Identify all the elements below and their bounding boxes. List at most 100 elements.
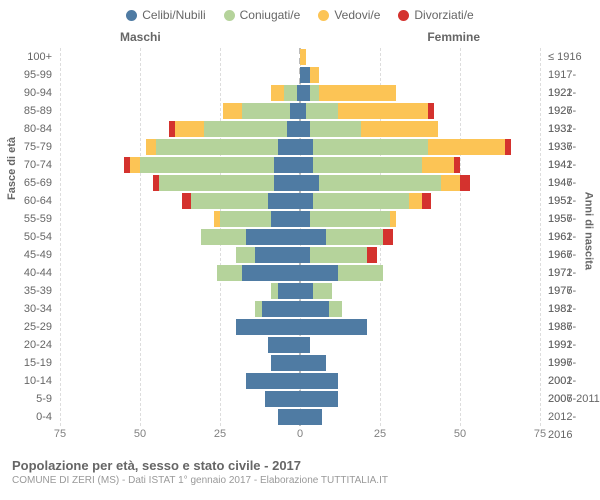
seg-coniugati — [220, 211, 271, 227]
seg-coniugati — [310, 85, 320, 101]
legend-swatch — [318, 10, 329, 21]
seg-celibi — [300, 247, 310, 263]
legend: Celibi/NubiliConiugati/eVedovi/eDivorzia… — [0, 0, 600, 22]
seg-vedovi — [310, 67, 320, 83]
x-tick-label: 50 — [134, 428, 146, 440]
seg-divorziati — [182, 193, 192, 209]
seg-divorziati — [454, 157, 460, 173]
seg-celibi — [278, 409, 300, 425]
seg-celibi — [300, 301, 329, 317]
age-label: 35-39 — [0, 282, 58, 300]
pyramid-row — [60, 228, 540, 246]
female-bar — [300, 301, 342, 317]
birth-label: 1997-2001 — [542, 354, 600, 372]
chart-title: Popolazione per età, sesso e stato civil… — [12, 458, 588, 473]
seg-celibi — [271, 211, 300, 227]
birth-label: 1992-1996 — [542, 336, 600, 354]
male-bar — [217, 265, 300, 281]
seg-vedovi — [390, 211, 396, 227]
seg-coniugati — [319, 175, 441, 191]
birth-label: 1962-1966 — [542, 228, 600, 246]
female-bar — [300, 121, 438, 137]
pyramid-row — [60, 120, 540, 138]
male-bar — [265, 391, 300, 407]
pyramid-row — [60, 66, 540, 84]
seg-vedovi — [409, 193, 422, 209]
seg-vedovi — [300, 49, 306, 65]
seg-coniugati — [313, 157, 422, 173]
seg-celibi — [290, 103, 300, 119]
male-bar — [236, 247, 300, 263]
seg-celibi — [274, 175, 300, 191]
seg-celibi — [300, 229, 326, 245]
birth-label: ≤ 1916 — [542, 48, 600, 66]
female-header: Femmine — [427, 30, 480, 44]
seg-divorziati — [383, 229, 393, 245]
seg-celibi — [300, 67, 310, 83]
seg-celibi — [268, 193, 300, 209]
seg-celibi — [262, 301, 300, 317]
legend-item-divorziati: Divorziati/e — [398, 8, 473, 22]
female-bar — [300, 409, 322, 425]
birth-label: 1937-1941 — [542, 138, 600, 156]
population-pyramid — [60, 48, 540, 426]
seg-celibi — [300, 409, 322, 425]
seg-coniugati — [313, 283, 332, 299]
legend-label: Celibi/Nubili — [142, 8, 205, 22]
male-bar — [271, 283, 300, 299]
seg-coniugati — [217, 265, 243, 281]
seg-coniugati — [313, 193, 409, 209]
birth-label: 1927-1931 — [542, 102, 600, 120]
seg-celibi — [300, 319, 367, 335]
seg-divorziati — [505, 139, 511, 155]
age-label: 85-89 — [0, 102, 58, 120]
seg-coniugati — [236, 247, 255, 263]
seg-divorziati — [367, 247, 377, 263]
age-labels: 100+95-9990-9485-8980-8475-7970-7465-696… — [0, 48, 58, 426]
seg-celibi — [300, 139, 313, 155]
male-bar — [201, 229, 300, 245]
gridline — [540, 48, 541, 426]
age-label: 50-54 — [0, 228, 58, 246]
seg-coniugati — [191, 193, 268, 209]
female-bar — [300, 67, 319, 83]
seg-coniugati — [313, 139, 428, 155]
female-bar — [300, 283, 332, 299]
birth-label: 1977-1981 — [542, 282, 600, 300]
female-bar — [300, 85, 396, 101]
seg-celibi — [300, 175, 319, 191]
legend-swatch — [398, 10, 409, 21]
legend-swatch — [126, 10, 137, 21]
age-label: 100+ — [0, 48, 58, 66]
age-label: 20-24 — [0, 336, 58, 354]
pyramid-row — [60, 102, 540, 120]
seg-divorziati — [460, 175, 470, 191]
pyramid-row — [60, 372, 540, 390]
female-bar — [300, 391, 338, 407]
female-bar — [300, 265, 383, 281]
seg-coniugati — [284, 85, 297, 101]
birth-label: 2012-2016 — [542, 408, 600, 426]
female-bar — [300, 103, 434, 119]
seg-celibi — [255, 247, 300, 263]
seg-coniugati — [204, 121, 287, 137]
male-bar — [214, 211, 300, 227]
seg-celibi — [246, 229, 300, 245]
seg-celibi — [300, 193, 313, 209]
seg-celibi — [300, 337, 310, 353]
seg-coniugati — [326, 229, 384, 245]
birth-label: 1932-1936 — [542, 120, 600, 138]
legend-item-coniugati: Coniugati/e — [224, 8, 301, 22]
male-bar — [271, 355, 300, 371]
seg-coniugati — [306, 103, 338, 119]
seg-coniugati — [159, 175, 274, 191]
chart-footer: Popolazione per età, sesso e stato civil… — [12, 458, 588, 486]
birth-label: 1982-1986 — [542, 300, 600, 318]
seg-celibi — [300, 85, 310, 101]
pyramid-row — [60, 210, 540, 228]
age-label: 25-29 — [0, 318, 58, 336]
pyramid-row — [60, 318, 540, 336]
seg-vedovi — [422, 157, 454, 173]
seg-coniugati — [156, 139, 278, 155]
seg-vedovi — [223, 103, 242, 119]
